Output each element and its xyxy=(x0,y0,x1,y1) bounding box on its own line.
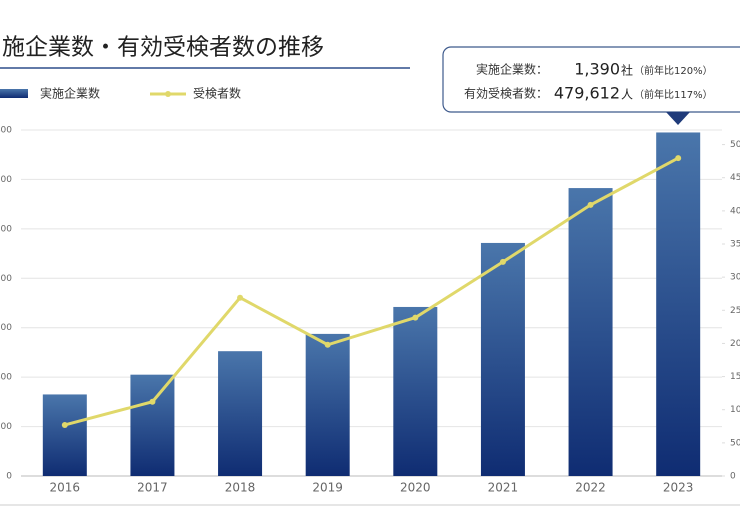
y2-tick-label: 350,000 xyxy=(730,240,740,250)
x-tick-label: 2021 xyxy=(488,481,519,495)
bar xyxy=(656,132,701,476)
y-tick-label: 1000 xyxy=(0,224,12,234)
line xyxy=(64,156,679,427)
y2-tick-label: 300,000 xyxy=(730,273,740,283)
callout-note: （前年比120%） xyxy=(634,64,713,77)
y2-tick-label: 50,000 xyxy=(730,438,740,448)
line-point xyxy=(675,155,682,162)
legend-swatch xyxy=(165,91,171,97)
callout-note: （前年比117%） xyxy=(634,88,713,101)
bar xyxy=(42,394,87,476)
bar xyxy=(305,333,350,476)
y-tick-label: 400 xyxy=(0,373,12,383)
y-tick-label: 600 xyxy=(0,323,12,333)
callout-arrow xyxy=(666,112,690,125)
line-point xyxy=(587,201,594,208)
x-tick-label: 2018 xyxy=(225,481,256,495)
x-tick-label: 2016 xyxy=(50,481,81,495)
callout: 実施企業数： 1,390 社（前年比120%） 有効受検者数： 479,612 人（前年比… xyxy=(442,46,740,125)
y2-tick-label: 200,000 xyxy=(730,339,740,349)
chart-title: 施企業数・有効受検者数の推移 xyxy=(2,35,324,61)
plot: 0 200 400 600 800 1000 1200 1400 0 50,000 100,000 1… xyxy=(0,126,740,495)
y2-tick-label: 0 xyxy=(730,472,736,482)
callout-unit: 社 xyxy=(621,63,633,78)
x-tick-label: 2017 xyxy=(137,481,168,495)
line-point xyxy=(61,421,68,428)
legend-swatch xyxy=(0,89,28,98)
x-tick-label: 2020 xyxy=(400,481,431,495)
x-tick-label: 2019 xyxy=(312,481,343,495)
y2-tick-label: 250,000 xyxy=(730,306,740,316)
y2-tick-label: 500,000 xyxy=(730,140,740,150)
bar xyxy=(480,242,525,476)
bar xyxy=(568,188,613,477)
callout-value: 479,612 xyxy=(554,84,620,103)
y2-tick-label: 400,000 xyxy=(730,206,740,216)
x-tick-label: 2023 xyxy=(663,481,694,495)
x-tick-label: 2022 xyxy=(575,481,606,495)
y-tick-label: 800 xyxy=(0,274,12,284)
line-point xyxy=(237,294,244,301)
y-tick-label: 1400 xyxy=(0,126,12,136)
line-point xyxy=(324,341,331,348)
callout-label: 実施企業数： xyxy=(476,62,548,77)
y-tick-label: 0 xyxy=(6,472,12,482)
y2-tick-label: 150,000 xyxy=(730,372,740,382)
bar xyxy=(130,374,175,476)
line-point xyxy=(412,314,419,321)
callout-value: 1,390 xyxy=(574,60,620,79)
legend-label: 実施企業数 xyxy=(40,86,100,101)
bar xyxy=(218,351,263,476)
y2-tick-label: 100,000 xyxy=(730,405,740,415)
bar xyxy=(393,306,438,476)
line-point xyxy=(499,258,506,265)
line-point xyxy=(149,398,156,405)
legend-label: 受検者数 xyxy=(193,86,241,101)
y2-tick-label: 450,000 xyxy=(730,173,740,183)
callout-label: 有効受検者数： xyxy=(464,86,548,101)
legend: 実施企業数 受検者数 xyxy=(0,86,241,101)
y-tick-label: 200 xyxy=(0,422,12,432)
callout-unit: 人 xyxy=(621,88,633,102)
callout-box xyxy=(442,46,740,113)
y-tick-label: 1200 xyxy=(0,175,12,185)
